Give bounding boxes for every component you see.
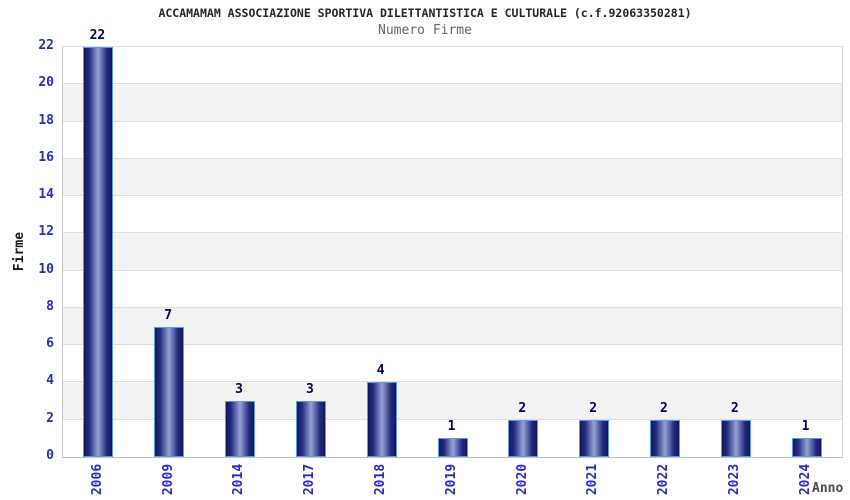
- bar-value-label: 2: [660, 400, 668, 416]
- bar-2021: [579, 419, 610, 457]
- bar-2006: [83, 47, 114, 457]
- y-tick-label: 16: [38, 149, 54, 165]
- x-tick-label-text: 2024: [798, 463, 814, 495]
- bar-value-label: 2: [730, 400, 739, 416]
- bar-2017: [295, 401, 326, 457]
- bar-value-label: 1: [801, 419, 810, 435]
- x-tick-label: 2009: [148, 459, 188, 499]
- y-tick-label: 12: [38, 224, 54, 240]
- y-tick-label: 2: [46, 410, 54, 426]
- y-tick-label: 20: [38, 75, 54, 91]
- gridline: [63, 195, 842, 197]
- chart-subtitle: Numero Firme: [378, 23, 472, 38]
- y-tick-label: 8: [46, 298, 54, 314]
- gridline: [63, 418, 842, 420]
- bar-value-label: 2: [589, 400, 598, 416]
- y-tick-label: 0: [46, 448, 54, 463]
- bar-value-label: 3: [235, 382, 243, 398]
- x-tick-label: 2024: [786, 459, 826, 499]
- gridline: [63, 157, 842, 159]
- x-axis-title: Anno: [812, 481, 844, 496]
- x-tick-label: 2021: [573, 459, 613, 499]
- bar-2020: [508, 419, 539, 457]
- bar-value-label: 2: [518, 400, 527, 416]
- x-tick-label: 2023: [715, 459, 755, 499]
- x-tick-label-text: 2014: [231, 463, 247, 495]
- y-tick-label: 6: [46, 336, 54, 352]
- y-tick-label: 22: [38, 38, 54, 53]
- bar-value-label: 7: [164, 307, 173, 323]
- x-tick-label-text: 2023: [727, 463, 743, 495]
- gridline: [63, 269, 842, 271]
- bar-value-label: 22: [89, 28, 106, 43]
- y-tick-label: 18: [38, 112, 54, 128]
- x-tick-label-text: 2019: [444, 463, 459, 495]
- x-tick-label-text: 2009: [160, 463, 176, 495]
- bar-2019: [437, 438, 468, 457]
- x-tick-label: 2020: [502, 459, 542, 499]
- gridline: [63, 306, 842, 308]
- y-tick-label: 14: [38, 187, 54, 203]
- x-tick-label: 2019: [432, 459, 472, 499]
- gridline: [63, 83, 842, 85]
- bar-2018: [366, 382, 397, 457]
- y-tick-label: 10: [38, 261, 54, 277]
- chart-title: ACCAMAMAM ASSOCIAZIONE SPORTIVA DILETTAN…: [158, 6, 692, 20]
- gridline: [63, 381, 842, 383]
- bar-value-label: 4: [376, 363, 385, 379]
- gridline: [63, 120, 842, 122]
- gridline: [63, 232, 842, 234]
- bar-2023: [720, 419, 751, 457]
- bar-2014: [225, 401, 256, 457]
- bar-2022: [649, 419, 680, 457]
- gridline: [63, 46, 842, 47]
- x-tick-label: 2022: [644, 459, 684, 499]
- gridline: [63, 344, 842, 346]
- x-tick-label-text: 2021: [585, 463, 601, 495]
- bar-value-label: 3: [305, 382, 314, 398]
- x-tick-label: 2017: [290, 459, 330, 499]
- bar-value-label: 1: [447, 419, 456, 435]
- x-tick-label: 2018: [361, 459, 401, 499]
- x-tick-label-text: 2006: [89, 463, 105, 495]
- y-tick-label: 4: [46, 373, 54, 389]
- x-tick-label-text: 2020: [514, 463, 530, 495]
- bar-2009: [154, 326, 185, 457]
- x-tick-label-text: 2017: [302, 463, 318, 495]
- plot-area: [62, 46, 843, 458]
- x-tick-label-text: 2022: [656, 463, 672, 495]
- x-tick-label-text: 2018: [373, 463, 389, 495]
- bar-2024: [791, 438, 822, 457]
- x-tick-label: 2006: [77, 459, 117, 499]
- x-tick-label: 2014: [219, 459, 259, 499]
